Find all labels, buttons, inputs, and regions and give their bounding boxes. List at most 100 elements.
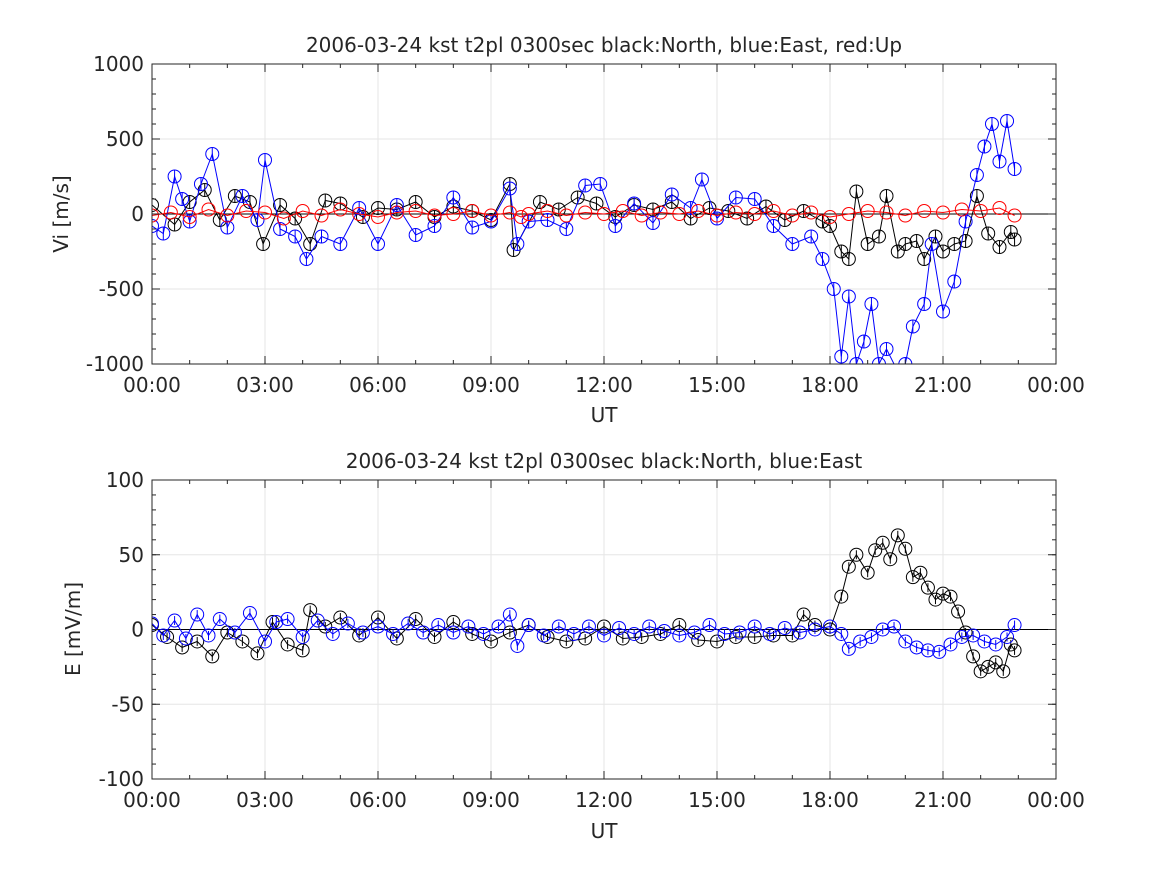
efield-east-point: [966, 628, 981, 643]
efield-north-point: [653, 626, 668, 641]
efield-east-point: [1007, 618, 1022, 633]
efield-east-point: [823, 619, 837, 634]
efield-east-point: [932, 644, 947, 659]
x-tick-label: 15:00: [688, 788, 746, 812]
velocity-up-point: [597, 207, 611, 221]
efield-north-point: [988, 655, 1003, 670]
velocity-up-point: [540, 204, 555, 218]
efield-north-point: [484, 634, 498, 649]
x-tick-label: 12:00: [575, 373, 633, 397]
efield-east-point: [657, 623, 672, 638]
velocity-east-point: [182, 214, 197, 229]
velocity-up-point: [973, 204, 988, 218]
velocity-up-point: [352, 207, 367, 221]
efield-y-axis-label: E [mV/m]: [61, 582, 85, 676]
velocity-east-point: [540, 213, 555, 227]
y-tick-label: -1000: [86, 352, 144, 376]
velocity-y-axis-label: Vi [m/s]: [49, 175, 73, 252]
efield-east-point: [1000, 629, 1015, 644]
velocity-up-point: [514, 210, 529, 224]
velocity-up-point: [163, 205, 178, 220]
velocity-east-point: [826, 282, 841, 296]
velocity-east-point: [905, 319, 920, 334]
y-tick-label: -100: [99, 767, 144, 791]
efield-east-point: [371, 619, 385, 634]
velocity-north-point: [273, 198, 288, 212]
efield-east-point: [887, 619, 902, 634]
velocity-up-point: [879, 205, 894, 220]
velocity-east-point: [804, 229, 819, 244]
velocity-east-point: [314, 229, 329, 244]
x-tick-label: 09:00: [462, 788, 520, 812]
velocity-north-point: [981, 226, 996, 241]
velocity-north-point: [841, 252, 856, 266]
efield-east-point: [152, 616, 159, 631]
velocity-east-point: [299, 252, 314, 266]
velocity-east-point: [841, 289, 856, 304]
velocity-east-point: [608, 219, 623, 233]
velocity-east-point: [220, 220, 235, 235]
velocity-east-point: [167, 169, 182, 184]
efield-east-point: [269, 615, 284, 630]
efield-east-point: [386, 626, 401, 641]
efield-east-point: [732, 625, 747, 640]
efield-east-point: [416, 625, 431, 640]
efield-east-point: [280, 612, 295, 627]
velocity-east-point: [879, 342, 894, 356]
efield-east-point: [864, 629, 879, 644]
efield-north-point: [841, 559, 856, 574]
efield-east-line: [152, 612, 1016, 653]
efield-east-point: [687, 625, 702, 640]
efield-east-point: [355, 625, 370, 640]
velocity-up-point: [785, 208, 800, 223]
velocity-up-point: [182, 210, 197, 224]
x-tick-label: 15:00: [688, 373, 746, 397]
velocity-east-point: [521, 214, 536, 229]
velocity-east-point: [627, 196, 642, 211]
y-tick-label: 1000: [93, 52, 144, 76]
velocity-chart-title: 2006-03-24 kst t2pl 0300sec black:North,…: [306, 33, 902, 57]
velocity-north-point: [958, 234, 973, 248]
velocity-up-point: [860, 204, 875, 218]
efield-north-point: [951, 604, 966, 619]
efield-east-point: [461, 619, 476, 634]
velocity-east-point: [984, 117, 999, 131]
efield-north-point: [728, 629, 743, 644]
velocity-north-point: [1007, 232, 1022, 247]
velocity-east-point: [728, 190, 743, 205]
velocity-east-point: [694, 172, 709, 187]
velocity-north-point: [152, 198, 159, 212]
x-tick-label: 03:00: [236, 373, 294, 397]
efield-east-point: [943, 637, 958, 652]
efield-east-point: [988, 637, 1003, 652]
velocity-north-point: [834, 244, 849, 259]
velocity-north-point: [879, 189, 894, 203]
x-tick-label: 06:00: [349, 788, 407, 812]
efield-north-point: [408, 612, 423, 627]
x-tick-label: 00:00: [1027, 788, 1085, 812]
velocity-east-point: [389, 198, 404, 212]
velocity-north-point: [871, 229, 886, 244]
efield-chart-title: 2006-03-24 kst t2pl 0300sec black:North,…: [346, 449, 863, 473]
velocity-up-point: [823, 210, 837, 224]
efield-north-point: [890, 528, 905, 543]
efield-north-point: [936, 586, 950, 601]
velocity-up-point: [371, 210, 385, 224]
velocity-up-point: [954, 202, 969, 217]
efield-east-point: [536, 628, 551, 643]
efield-x-axis-label: UT: [591, 819, 619, 843]
velocity-east-point: [891, 365, 904, 378]
velocity-east-point: [969, 168, 984, 182]
velocity-up-point: [766, 204, 781, 218]
velocity-east-point: [849, 357, 864, 364]
efield-east-point: [672, 628, 687, 643]
efield-east-point: [325, 626, 340, 641]
velocity-up-line: [152, 207, 1015, 220]
velocity-north-point: [969, 189, 984, 203]
velocity-up-point: [615, 204, 630, 218]
velocity-east-point: [156, 226, 171, 241]
efield-east-point: [212, 612, 227, 627]
velocity-north-point: [823, 219, 837, 233]
velocity-north-point: [318, 193, 333, 208]
efield-east-point: [491, 619, 506, 634]
